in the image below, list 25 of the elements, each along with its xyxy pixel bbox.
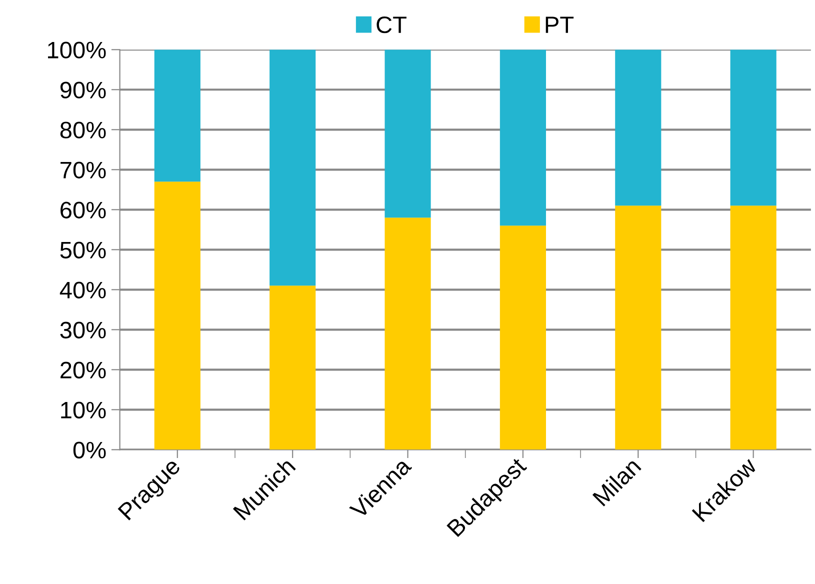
y-tick-label: 10%: [61, 402, 106, 418]
y-tick-label: 60%: [60, 202, 106, 218]
bar: [500, 226, 546, 450]
y-tick-label: 0%: [73, 442, 106, 458]
y-tick-label: 40%: [60, 282, 106, 298]
y-tick-label: 90%: [60, 82, 106, 98]
bar: [270, 50, 316, 286]
bar: [154, 50, 200, 182]
bar: [154, 182, 200, 450]
y-tick-label: 50%: [60, 242, 106, 258]
bar: [730, 50, 776, 206]
y-tick-label: 80%: [60, 122, 106, 138]
bar: [384, 50, 431, 218]
bar: [615, 206, 662, 450]
legend-label: CT: [376, 16, 406, 34]
y-tick-label: 30%: [60, 322, 106, 338]
y-tick-label: 20%: [60, 362, 106, 378]
bar: [500, 50, 546, 226]
legend-label: PT: [546, 16, 574, 33]
bar: [270, 286, 316, 450]
y-tick-label: 100%: [48, 42, 106, 58]
y-tick-label: 70%: [60, 162, 106, 178]
bar: [615, 50, 662, 206]
bar: [384, 218, 431, 450]
bar: [730, 206, 776, 450]
